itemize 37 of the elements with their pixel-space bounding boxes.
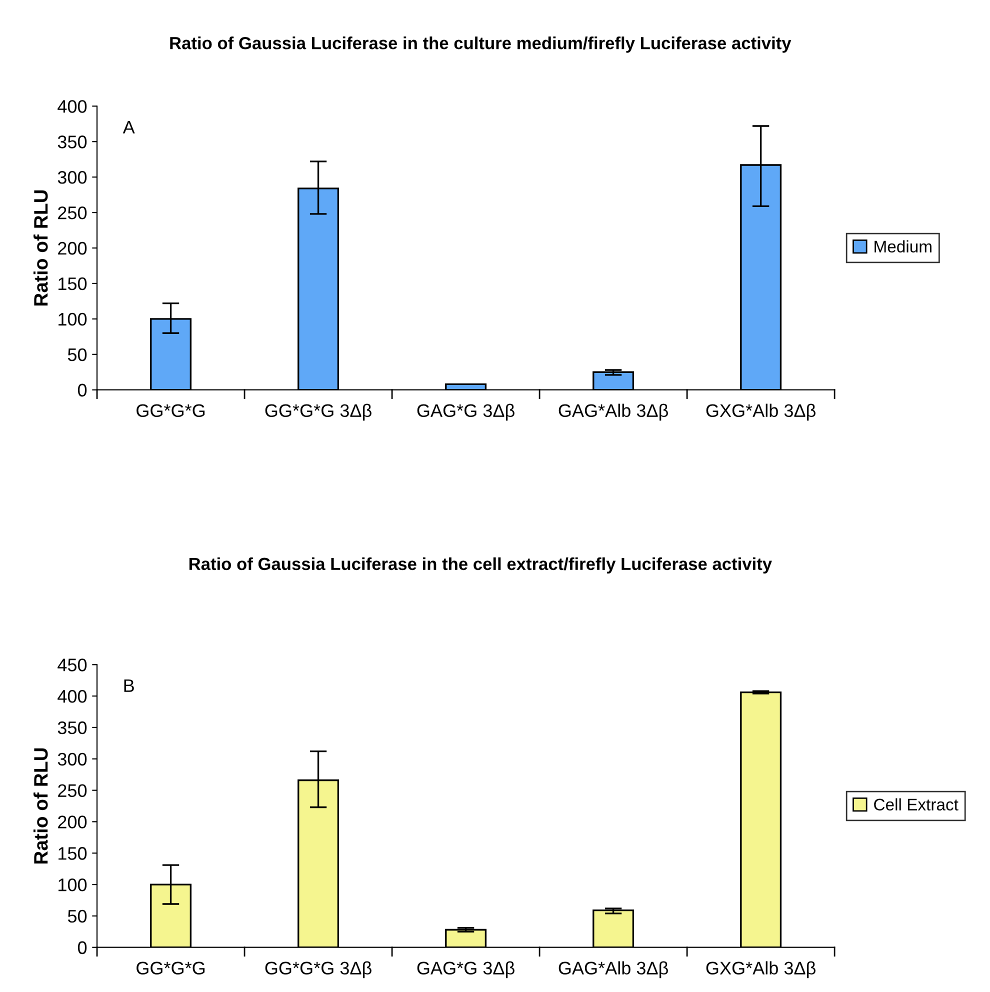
chart-title: Ratio of Gaussia Luciferase in the culture medium/firefly Luciferase activity (170, 36, 792, 53)
x-tick-label: GG*G*G 3Δβ (265, 404, 372, 421)
y-tick-label: 350 (58, 136, 87, 148)
y-tick-label: 200 (58, 816, 87, 828)
y-tick-label: 50 (68, 910, 87, 923)
annotation: B (124, 679, 134, 692)
legend-label: Medium (874, 240, 932, 253)
x-tick-label: GG*G*G 3Δβ (265, 961, 372, 978)
x-tick-label: GAG*G 3Δβ (417, 961, 514, 978)
x-tick-label: GXG*Alb 3Δβ (706, 404, 816, 421)
x-tick-label: GG*G*G (136, 404, 205, 418)
y-tick-label: 450 (58, 658, 87, 672)
y-tick-label: 100 (58, 878, 87, 892)
y-tick-label: 150 (58, 847, 87, 860)
legend-label: Cell Extract (874, 798, 958, 811)
y-tick-label: 400 (58, 100, 87, 113)
y-tick-label: 100 (58, 312, 87, 326)
y-tick-label: 250 (58, 784, 87, 798)
y-tick-label: 300 (58, 171, 87, 184)
x-tick-label: GG*G*G (136, 962, 205, 975)
x-tick-label: GAG*G 3Δβ (417, 404, 514, 421)
y-tick-label: 350 (58, 721, 87, 734)
annotation: A (122, 120, 135, 134)
x-tick-label: GAG*Alb 3Δβ (558, 961, 668, 978)
y-tick-label: 0 (78, 384, 87, 397)
y-tick-label: 400 (58, 690, 87, 703)
y-tick-label: 0 (78, 941, 87, 954)
y-axis-title: Ratio of RLU (33, 190, 48, 306)
x-tick-label: GAG*Alb 3Δβ (558, 404, 668, 421)
y-axis-title: Ratio of RLU (33, 748, 48, 864)
y-tick-label: 250 (58, 206, 87, 220)
y-tick-label: 150 (58, 277, 87, 290)
x-tick-label: GXG*Alb 3Δβ (706, 961, 816, 978)
y-tick-label: 200 (58, 242, 87, 255)
y-tick-label: 300 (58, 752, 87, 766)
y-tick-label: 50 (68, 348, 87, 362)
chart-title: Ratio of Gaussia Luciferase in the cell extract/firefly Luciferase activity (189, 557, 772, 574)
